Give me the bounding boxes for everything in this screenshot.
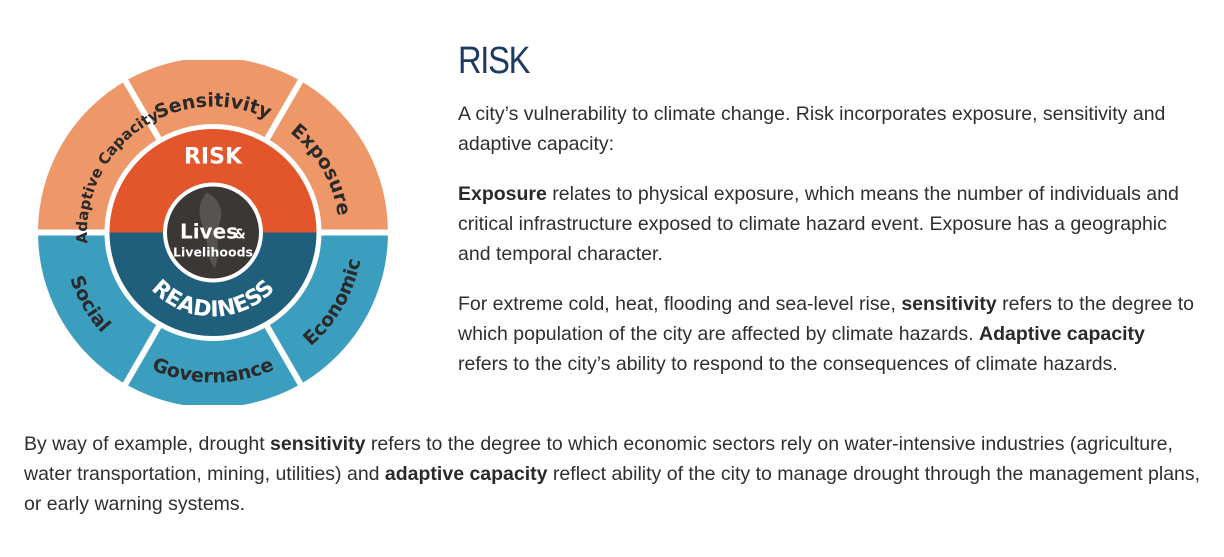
livelihoods-label: Livelihoods: [173, 245, 253, 260]
outer-segment-adaptive-capacity: [37, 80, 160, 233]
sensitivity-paragraph: For extreme cold, heat, flooding and sea…: [458, 289, 1198, 379]
adaptive-capacity-term: Adaptive capacity: [979, 323, 1145, 345]
page-title: RISK: [458, 40, 530, 82]
ampersand-label: &: [234, 228, 245, 243]
ring-separator: [104, 124, 322, 341]
exposure-text: relates to physical exposure, which mean…: [458, 183, 1179, 265]
sensitivity-text-1: For extreme cold, heat, flooding and sea…: [458, 293, 902, 315]
sensitivity-text-2: refers to the degree to which population…: [458, 293, 1194, 345]
example-adaptive-capacity-term: adaptive capacity: [384, 463, 548, 485]
example-text-3: reflect ability of the city to manage dr…: [24, 463, 1201, 515]
sensitivity-term: sensitivity: [901, 293, 997, 315]
example-paragraph: By way of example, drought sensitivity r…: [24, 429, 1204, 519]
risk-readiness-diagram: Adaptive CapacitySensitivityExposureSoci…: [35, 60, 391, 405]
risk-label: RISK: [184, 145, 243, 170]
definition-paragraph: A city’s vulnerability to climate change…: [458, 103, 1166, 155]
segment-divider: [121, 76, 164, 144]
outer-segment-governance: [125, 324, 301, 405]
example-text-2: refers to the degree to which economic s…: [24, 433, 1173, 485]
outer-segment-social: [266, 232, 389, 385]
segment-divider: [262, 321, 305, 389]
example-sensitivity-term: sensitivity: [270, 433, 366, 455]
outer-rim: [36, 60, 390, 405]
segment-divider: [262, 76, 305, 144]
readiness-ring: [107, 232, 319, 339]
example-text-1: By way of example, drought: [24, 433, 271, 455]
outer-segment-sensitivity: [125, 60, 301, 141]
segment-divider: [121, 321, 164, 389]
outer-segment-economic: [37, 232, 160, 385]
exposure-paragraph: Exposure relates to physical exposure, w…: [458, 179, 1198, 269]
risk-ring: [107, 126, 319, 233]
outer-segment-exposure: [266, 80, 389, 233]
sensitivity-text-3: refers to the city’s ability to respond …: [458, 353, 1118, 375]
exposure-term: Exposure: [458, 183, 547, 205]
figure-silhouette-icon: [199, 192, 222, 269]
lives-label: Lives: [180, 220, 238, 244]
